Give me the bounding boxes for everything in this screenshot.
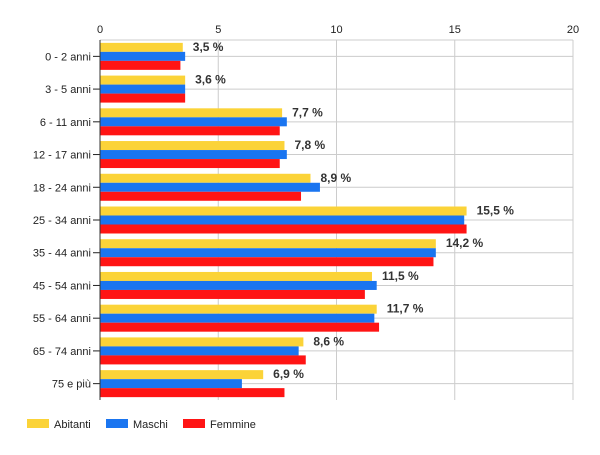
y-tick-label: 35 - 44 anni xyxy=(33,248,91,260)
bar-maschi xyxy=(100,280,377,290)
x-tick-label: 0 xyxy=(97,24,103,36)
bar-abitanti xyxy=(100,239,436,249)
bar-abitanti xyxy=(100,108,283,118)
data-label: 7,7 % xyxy=(292,105,323,119)
bar-maschi xyxy=(100,346,299,356)
legend-swatch xyxy=(27,419,49,428)
bar-femmine xyxy=(100,388,285,398)
bar-abitanti xyxy=(100,304,377,314)
data-label: 7,8 % xyxy=(294,138,325,152)
bar-maschi xyxy=(100,248,436,258)
bar-femmine xyxy=(100,257,434,267)
bar-maschi xyxy=(100,150,287,160)
bar-maschi xyxy=(100,379,242,389)
data-label: 6,9 % xyxy=(273,367,304,381)
bar-maschi xyxy=(100,313,375,323)
x-tick-label: 20 xyxy=(567,24,579,36)
bar-maschi xyxy=(100,182,320,192)
bar-maschi xyxy=(100,117,287,127)
y-tick-label: 3 - 5 anni xyxy=(45,84,91,96)
y-tick-label: 45 - 54 anni xyxy=(33,280,91,292)
bar-femmine xyxy=(100,289,365,299)
data-label: 8,6 % xyxy=(313,334,344,348)
y-tick-label: 18 - 24 anni xyxy=(33,182,91,194)
bar-femmine xyxy=(100,191,302,201)
bar-abitanti xyxy=(100,337,304,347)
bar-maschi xyxy=(100,84,186,94)
bar-abitanti xyxy=(100,271,372,281)
y-tick-label: 65 - 74 anni xyxy=(33,346,91,358)
y-tick-label: 6 - 11 anni xyxy=(40,117,91,129)
x-tick-label: 10 xyxy=(330,24,342,36)
bar-abitanti xyxy=(100,141,285,151)
data-label: 3,5 % xyxy=(193,40,224,54)
legend-label: Maschi xyxy=(133,419,168,431)
bar-maschi xyxy=(100,215,465,225)
bar-femmine xyxy=(100,322,380,332)
bar-femmine xyxy=(100,126,280,136)
x-tick-label: 15 xyxy=(449,24,461,36)
y-tick-label: 55 - 64 anni xyxy=(33,313,91,325)
legend-swatch xyxy=(183,419,205,428)
y-tick-label: 25 - 34 anni xyxy=(33,215,91,227)
bar-maschi xyxy=(100,51,186,61)
x-tick-label: 5 xyxy=(215,24,221,36)
bar-abitanti xyxy=(100,75,186,85)
bar-femmine xyxy=(100,93,186,103)
legend-label: Abitanti xyxy=(54,419,91,431)
data-label: 15,5 % xyxy=(477,204,515,218)
bar-abitanti xyxy=(100,206,467,216)
bar-abitanti xyxy=(100,173,311,183)
legend-label: Femmine xyxy=(210,419,256,431)
y-tick-label: 12 - 17 anni xyxy=(33,150,91,162)
bar-abitanti xyxy=(100,42,183,52)
y-tick-label: 75 e più xyxy=(52,379,91,391)
data-label: 11,5 % xyxy=(382,269,419,283)
bar-femmine xyxy=(100,355,306,365)
y-tick-label: 0 - 2 anni xyxy=(45,51,91,63)
bar-abitanti xyxy=(100,370,264,380)
data-label: 14,2 % xyxy=(446,236,484,250)
bar-femmine xyxy=(100,60,181,70)
legend-swatch xyxy=(106,419,128,428)
bar-femmine xyxy=(100,159,280,169)
data-label: 8,9 % xyxy=(320,171,351,185)
data-label: 11,7 % xyxy=(387,302,424,316)
bar-femmine xyxy=(100,224,467,234)
data-label: 3,6 % xyxy=(195,73,226,87)
